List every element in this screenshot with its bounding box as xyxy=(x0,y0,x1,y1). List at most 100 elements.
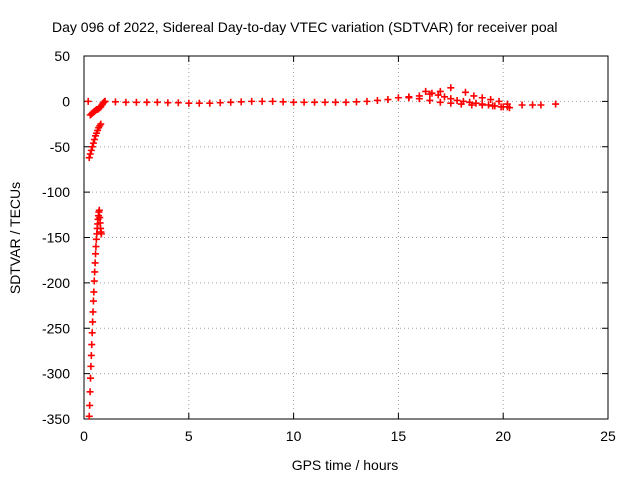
data-point xyxy=(485,101,493,109)
data-point xyxy=(470,92,478,100)
data-point xyxy=(497,103,505,111)
data-point xyxy=(97,120,105,128)
data-point xyxy=(478,94,486,102)
data-point xyxy=(290,98,298,106)
data-point xyxy=(363,97,371,105)
data-point xyxy=(87,351,95,359)
data-point xyxy=(216,99,224,107)
data-point xyxy=(552,100,560,108)
data-point xyxy=(95,206,103,214)
data-point xyxy=(321,98,329,106)
data-point xyxy=(472,99,480,107)
data-point xyxy=(91,268,99,276)
data-point xyxy=(487,96,495,104)
data-point xyxy=(518,101,526,109)
chart-title: Day 096 of 2022, Sidereal Day-to-day VTE… xyxy=(52,19,558,35)
y-tick-label: -350 xyxy=(42,411,70,427)
series-late-scatter xyxy=(461,88,511,108)
data-point xyxy=(90,277,98,285)
data-point xyxy=(279,98,287,106)
x-axis-title: GPS time / hours xyxy=(292,457,399,473)
series-late-branch xyxy=(422,87,511,111)
data-point xyxy=(434,91,442,99)
data-point xyxy=(300,98,308,106)
x-tick-label: 0 xyxy=(80,428,88,444)
data-point xyxy=(174,99,182,107)
data-point xyxy=(97,230,105,238)
data-point xyxy=(237,98,245,106)
data-point xyxy=(405,94,413,102)
data-point xyxy=(342,98,350,106)
x-tick-label: 10 xyxy=(286,428,302,444)
data-point xyxy=(89,308,97,316)
data-point xyxy=(537,101,545,109)
data-point xyxy=(447,95,455,103)
data-point xyxy=(122,98,130,106)
data-point xyxy=(90,288,98,296)
data-point xyxy=(85,154,93,162)
data-point xyxy=(164,99,172,107)
series-main-track xyxy=(101,84,455,107)
series-recovery-track xyxy=(85,120,105,162)
data-point xyxy=(478,100,486,108)
series-tail-isolated xyxy=(518,100,560,109)
data-point xyxy=(447,84,455,92)
grid-layer xyxy=(84,56,608,419)
data-point xyxy=(352,98,360,106)
data-point xyxy=(503,100,511,108)
data-point xyxy=(491,102,499,110)
data-point xyxy=(441,93,449,101)
x-tick-label: 15 xyxy=(391,428,407,444)
y-tick-label: 0 xyxy=(62,93,70,109)
data-point xyxy=(143,98,151,106)
data-point xyxy=(436,98,444,106)
data-point xyxy=(394,94,402,102)
data-point xyxy=(86,401,94,409)
y-axis-title: SDTVAR / TECUs xyxy=(7,182,23,294)
x-tick-label: 20 xyxy=(495,428,511,444)
data-points xyxy=(84,84,560,420)
data-point xyxy=(84,97,92,105)
data-point xyxy=(384,96,392,104)
data-point xyxy=(227,98,235,106)
x-tick-label: 5 xyxy=(185,428,193,444)
series-start xyxy=(84,97,92,105)
data-point xyxy=(90,135,98,143)
data-point xyxy=(461,88,469,96)
data-point xyxy=(466,98,474,106)
data-point xyxy=(88,143,96,151)
data-point xyxy=(86,150,94,158)
data-point xyxy=(459,97,467,105)
data-point xyxy=(428,89,436,97)
series-steep-descent-track xyxy=(85,206,105,420)
data-point xyxy=(248,97,256,105)
data-point xyxy=(132,98,140,106)
data-point xyxy=(529,101,537,109)
data-point xyxy=(92,250,100,258)
y-tick-label: -250 xyxy=(42,320,70,336)
y-tick-label: -200 xyxy=(42,275,70,291)
data-point xyxy=(415,95,423,103)
data-point xyxy=(269,97,277,105)
data-point xyxy=(100,98,108,106)
data-point xyxy=(258,97,266,105)
data-point xyxy=(91,259,99,267)
data-point xyxy=(86,388,94,396)
data-point xyxy=(89,139,97,147)
data-point xyxy=(101,97,109,105)
data-point xyxy=(153,98,161,106)
data-point xyxy=(88,341,96,349)
y-tick-label: 50 xyxy=(54,48,70,64)
data-point xyxy=(88,329,96,337)
data-point xyxy=(422,87,430,95)
y-tick-label: -150 xyxy=(42,230,70,246)
y-tick-label: -300 xyxy=(42,366,70,382)
data-point xyxy=(87,362,95,370)
data-point xyxy=(111,98,119,106)
data-point xyxy=(89,318,97,326)
y-tick-label: -50 xyxy=(50,139,70,155)
data-point xyxy=(332,98,340,106)
data-point xyxy=(495,97,503,105)
data-point xyxy=(89,297,97,305)
